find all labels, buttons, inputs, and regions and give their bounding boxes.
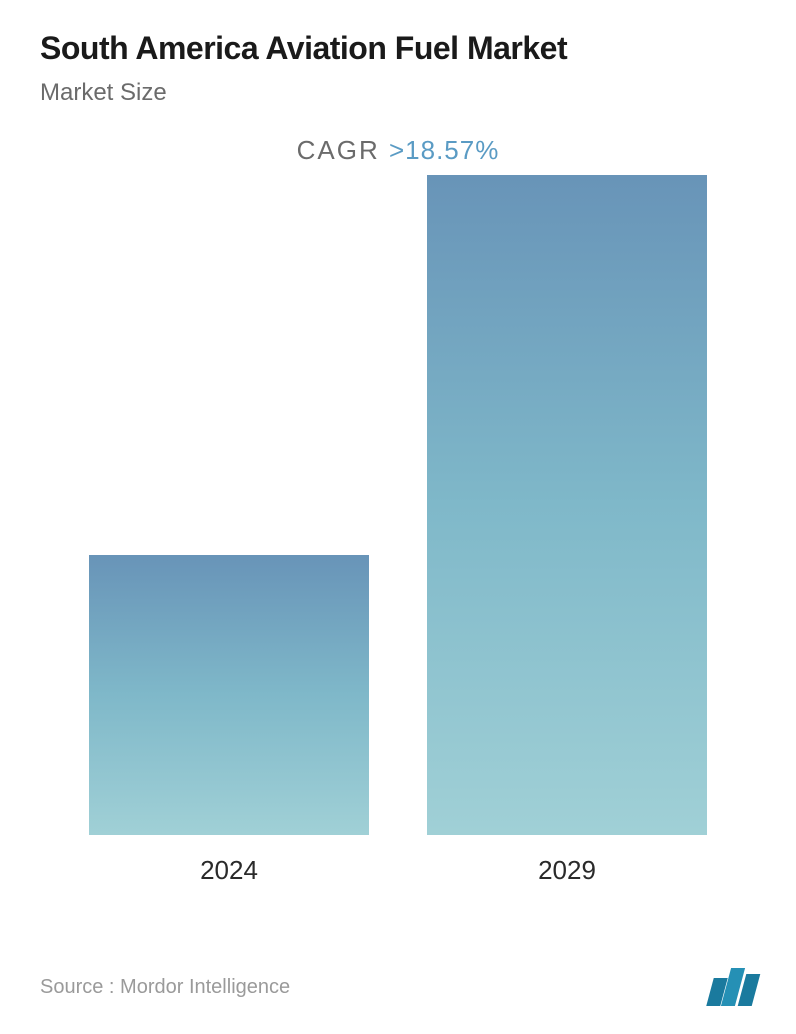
bar-2029 (427, 175, 707, 835)
mordor-logo-icon (710, 968, 756, 1006)
cagr-value: >18.57% (389, 135, 499, 165)
cagr-label: CAGR (297, 135, 389, 165)
source-text: Source : Mordor Intelligence (40, 976, 290, 999)
chart-subtitle: Market Size (40, 79, 756, 107)
chart-title: South America Aviation Fuel Market (40, 30, 756, 67)
bar-2024 (89, 555, 369, 835)
bar-label-2029: 2029 (538, 855, 596, 886)
cagr-row: CAGR >18.57% (40, 135, 756, 166)
bar-group-2029: 2029 (427, 175, 707, 886)
bar-chart: 2024 2029 (40, 206, 756, 886)
chart-footer: Source : Mordor Intelligence (40, 968, 756, 1006)
bar-label-2024: 2024 (200, 855, 258, 886)
bar-group-2024: 2024 (89, 555, 369, 886)
